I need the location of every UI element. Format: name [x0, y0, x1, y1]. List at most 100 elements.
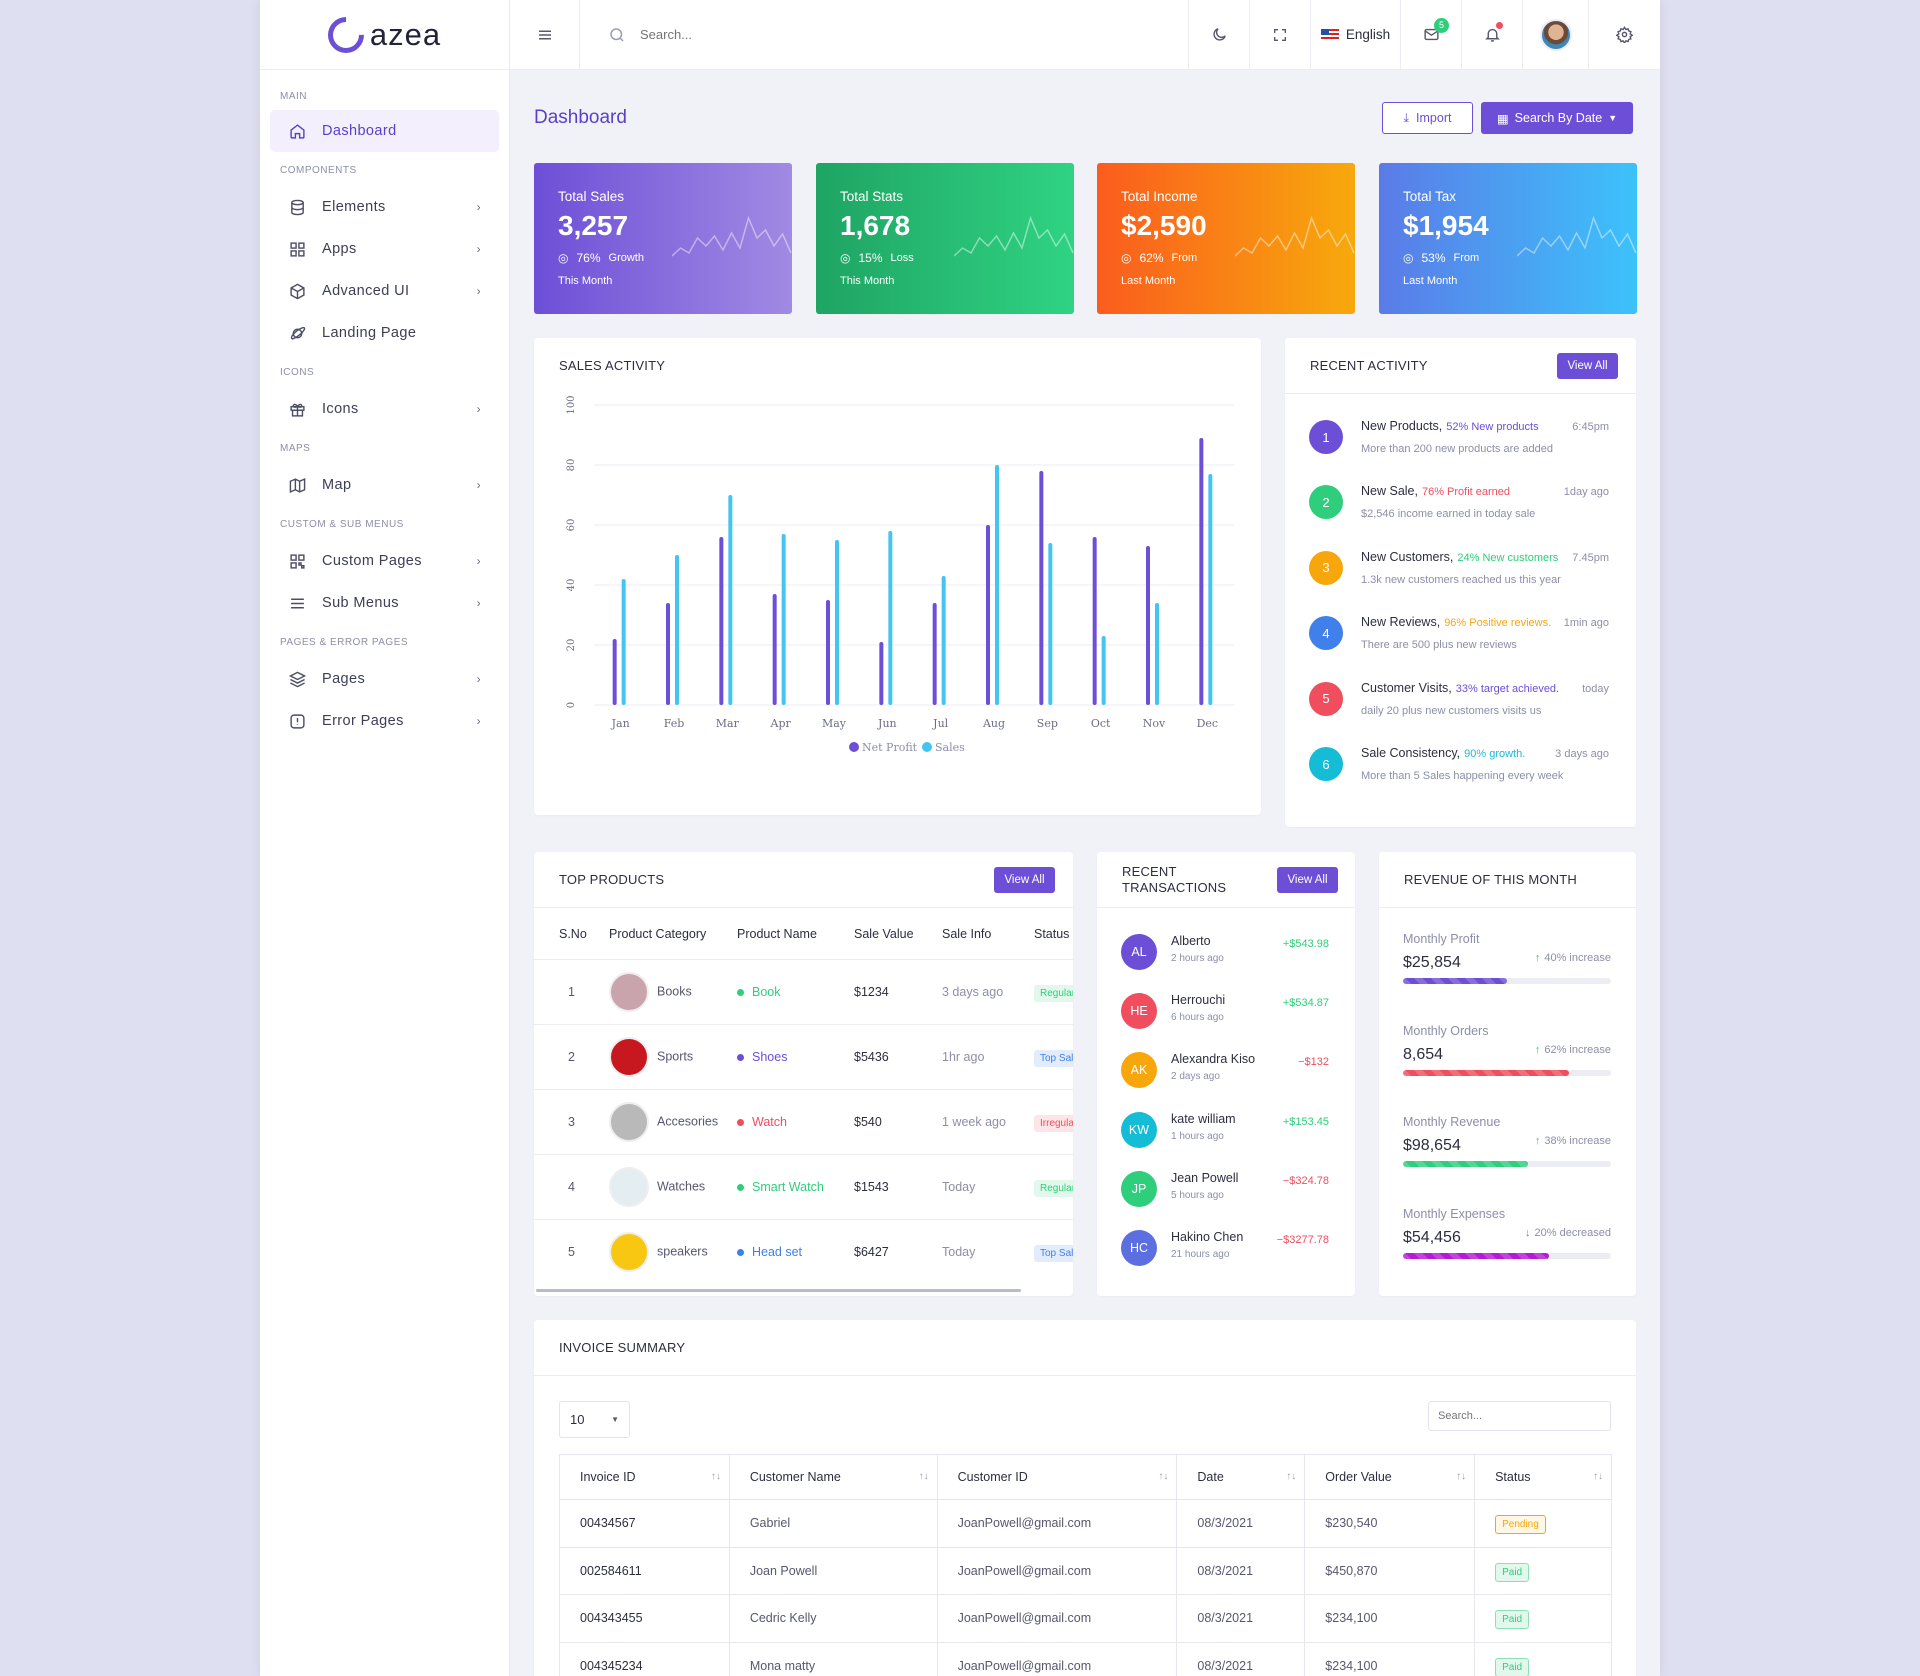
- notification-dot: [1496, 21, 1503, 29]
- settings-button[interactable]: [1588, 0, 1660, 70]
- chart-bar: [1048, 543, 1053, 705]
- activity-item[interactable]: 5 Customer Visits, 33% target achieved. tod…: [1309, 681, 1609, 737]
- transaction-item[interactable]: AK Alexandra Kiso 2 days ago −$132: [1121, 1052, 1329, 1097]
- caret-down-icon: ▼: [1608, 113, 1618, 123]
- column-header[interactable]: Order Value ↑↓: [1304, 1454, 1476, 1500]
- sidebar-item-icons[interactable]: Icons ›: [270, 388, 499, 430]
- activity-item[interactable]: 2 New Sale, 76% Profit earned 1day ago $2,54…: [1309, 484, 1609, 540]
- activity-time: 1day ago: [1563, 486, 1609, 499]
- activity-number-badge: 6: [1309, 747, 1343, 781]
- invoice-search-input[interactable]: [1428, 1401, 1611, 1431]
- transaction-item[interactable]: AL Alberto 2 hours ago +$543.98: [1121, 934, 1329, 979]
- column-header[interactable]: Customer Name ↑↓: [728, 1454, 938, 1500]
- stat-value: $2,590: [1121, 210, 1207, 241]
- transaction-item[interactable]: HC Hakino Chen 21 hours ago −$3277.78: [1121, 1230, 1329, 1275]
- sidebar-item-landing-page[interactable]: Landing Page: [270, 312, 499, 354]
- chart-bar: [1146, 546, 1150, 705]
- invoice-date: 08/3/2021: [1176, 1594, 1306, 1643]
- stat-change: ◎ 76% Growth: [558, 251, 644, 265]
- x-tick-label: Jan: [611, 717, 630, 730]
- sidebar-item-label: Icons: [322, 401, 359, 417]
- sidebar-item-apps[interactable]: Apps ›: [270, 228, 499, 270]
- view-all-button[interactable]: View All: [1557, 353, 1618, 379]
- brand-logo[interactable]: azea: [260, 0, 509, 70]
- dark-mode-toggle[interactable]: [1188, 0, 1249, 70]
- x-tick-label: Sep: [1037, 717, 1058, 730]
- chart-bar: [612, 639, 617, 705]
- transaction-amount: −$3277.78: [1276, 1234, 1329, 1246]
- revenue-label: Monthly Expenses: [1403, 1206, 1506, 1221]
- horizontal-scrollbar[interactable]: [536, 1289, 1021, 1292]
- language-selector[interactable]: English: [1310, 0, 1400, 70]
- page-size-select[interactable]: 10 ▼: [559, 1401, 630, 1438]
- activity-item[interactable]: 4 New Reviews, 96% Positive reviews. 1min a…: [1309, 615, 1609, 671]
- table-row[interactable]: 00434567 Gabriel JoanPowell@gmail.com 08/3/…: [559, 1499, 1612, 1548]
- sidebar-item-dashboard[interactable]: Dashboard: [270, 110, 499, 152]
- status-dot: [737, 1183, 744, 1191]
- notifications-button[interactable]: [1461, 0, 1522, 70]
- column-header[interactable]: Date ↑↓: [1176, 1454, 1306, 1500]
- activity-item[interactable]: 1 New Products, 52% New products 6:45pm More…: [1309, 419, 1609, 475]
- activity-time: 7.45pm: [1572, 551, 1609, 564]
- x-tick-label: Jun: [877, 717, 897, 730]
- activity-description: daily 20 plus new customers visits us: [1361, 704, 1542, 717]
- fullscreen-button[interactable]: [1249, 0, 1310, 70]
- sidebar-section-pages: PAGES & ERROR PAGES: [280, 636, 409, 648]
- table-row[interactable]: 002584611 Joan Powell JoanPowell@gmail.com…: [559, 1546, 1612, 1595]
- messages-button[interactable]: 5: [1400, 0, 1461, 70]
- chevron-right-icon: ›: [476, 672, 481, 686]
- sidebar-item-advanced-ui[interactable]: Advanced UI ›: [270, 270, 499, 312]
- revenue-value: $54,456: [1403, 1228, 1461, 1246]
- transaction-amount: −$132: [1298, 1056, 1329, 1069]
- sidebar-item-map[interactable]: Map ›: [270, 464, 499, 506]
- table-row[interactable]: 4 Watches Smart Watch $1543 Today Regular: [534, 1153, 1073, 1219]
- transaction-item[interactable]: HE Herrouchi 6 hours ago +$534.87: [1121, 993, 1329, 1038]
- search-box[interactable]: [580, 0, 1188, 70]
- activity-item[interactable]: 3 New Customers, 24% New customers 7.45pm 1.…: [1309, 550, 1609, 606]
- download-icon: ⤓: [1403, 110, 1410, 125]
- caret-down-icon: ▼: [611, 1415, 619, 1424]
- transaction-item[interactable]: JP Jean Powell 5 hours ago −$324.78: [1121, 1170, 1329, 1216]
- table-row[interactable]: 004343455 Cedric Kelly JoanPowell@gmail.co…: [559, 1594, 1612, 1643]
- activity-description: $2,546 income earned in today sale: [1361, 508, 1536, 521]
- order-value: $230,540: [1304, 1499, 1476, 1548]
- sidebar-item-elements[interactable]: Elements ›: [270, 186, 499, 228]
- revenue-change: ↑ 40% increase: [1534, 952, 1611, 964]
- transaction-amount: +$543.98: [1282, 938, 1329, 950]
- chart-bar: [719, 537, 724, 705]
- sidebar-item-sub-menus[interactable]: Sub Menus ›: [270, 582, 499, 624]
- mail-badge: 5: [1434, 17, 1449, 33]
- sidebar-item-pages[interactable]: Pages ›: [270, 658, 499, 700]
- revenue-label: Monthly Revenue: [1403, 1115, 1501, 1130]
- search-by-date-button[interactable]: ▦ Search By Date ▼: [1481, 102, 1633, 134]
- book-image-icon: [609, 971, 649, 1012]
- product-name: Book: [752, 984, 781, 999]
- legend-label: Sales: [935, 741, 965, 754]
- topbar: English 5: [510, 0, 1660, 70]
- avatar: [1539, 18, 1572, 51]
- table-row[interactable]: 1 Books Book $1234 3 days ago Regular: [534, 958, 1073, 1024]
- invoice-id: 002584611: [559, 1546, 730, 1595]
- sidebar-toggle-button[interactable]: [510, 0, 580, 70]
- sidebar-item-error-pages[interactable]: Error Pages ›: [270, 700, 499, 742]
- transaction-item[interactable]: KW kate william 1 hours ago +$153.45: [1121, 1111, 1329, 1157]
- search-input[interactable]: [640, 27, 940, 42]
- language-label: English: [1345, 27, 1391, 42]
- table-row[interactable]: 004345234 Mona matty JoanPowell@gmail.com 0…: [559, 1641, 1612, 1676]
- column-header[interactable]: Invoice ID ↑↓: [559, 1454, 730, 1500]
- chevron-right-icon: ›: [476, 284, 481, 298]
- sidebar-item-custom-pages[interactable]: Custom Pages ›: [270, 540, 499, 582]
- activity-item[interactable]: 6 Sale Consistency, 90% growth. 3 days ago M…: [1309, 746, 1609, 802]
- activity-time: today: [1582, 682, 1609, 695]
- import-button[interactable]: ⤓ Import: [1382, 102, 1473, 134]
- bell-icon: [1484, 28, 1500, 42]
- view-all-button[interactable]: View All: [1277, 867, 1338, 893]
- column-header[interactable]: Status ↑↓: [1474, 1454, 1612, 1500]
- transaction-time: 1 hours ago: [1171, 1130, 1224, 1142]
- column-header[interactable]: Customer ID ↑↓: [936, 1454, 1178, 1500]
- view-all-button[interactable]: View All: [994, 867, 1055, 893]
- profile-button[interactable]: [1522, 0, 1588, 70]
